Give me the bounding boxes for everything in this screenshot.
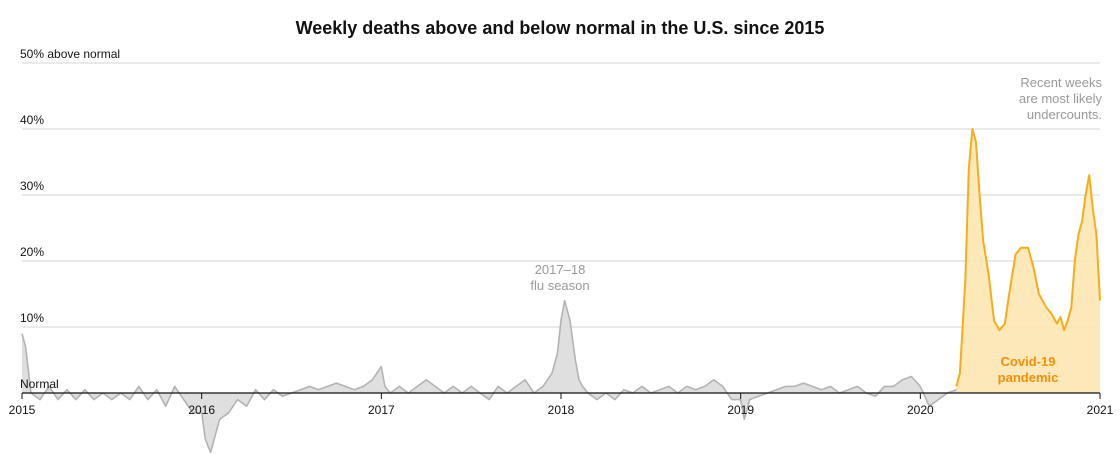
- annotation-undercount: undercounts.: [1027, 107, 1102, 122]
- annotation-flu-season: 2017–18: [535, 262, 586, 277]
- y-tick-label: 50% above normal: [20, 47, 120, 61]
- y-tick-label: 30%: [20, 179, 44, 193]
- x-tick-label: 2021: [1087, 403, 1114, 417]
- x-tick-label: 2020: [907, 403, 934, 417]
- annotation-covid-pandemic: pandemic: [998, 370, 1059, 385]
- series-covid-line: [955, 128, 1101, 387]
- x-tick-label: 2015: [9, 403, 36, 417]
- x-tick-label: 2017: [368, 403, 395, 417]
- series-covid-area: [956, 129, 1100, 393]
- series-baseline-area: [22, 300, 960, 453]
- chart-title: Weekly deaths above and below normal in …: [295, 18, 825, 38]
- y-tick-label: Normal: [20, 377, 59, 391]
- y-tick-label: 20%: [20, 245, 44, 259]
- y-tick-label: 10%: [20, 311, 44, 325]
- annotation-undercount: are most likely: [1019, 91, 1103, 106]
- y-tick-label: 40%: [20, 113, 44, 127]
- x-tick-label: 2016: [188, 403, 215, 417]
- series-baseline-line: [21, 299, 961, 454]
- annotation-covid-pandemic: Covid-19: [1001, 354, 1056, 369]
- x-tick-label: 2019: [727, 403, 754, 417]
- annotation-flu-season: flu season: [530, 278, 589, 293]
- x-tick-label: 2018: [548, 403, 575, 417]
- annotation-undercount: Recent weeks: [1020, 75, 1102, 90]
